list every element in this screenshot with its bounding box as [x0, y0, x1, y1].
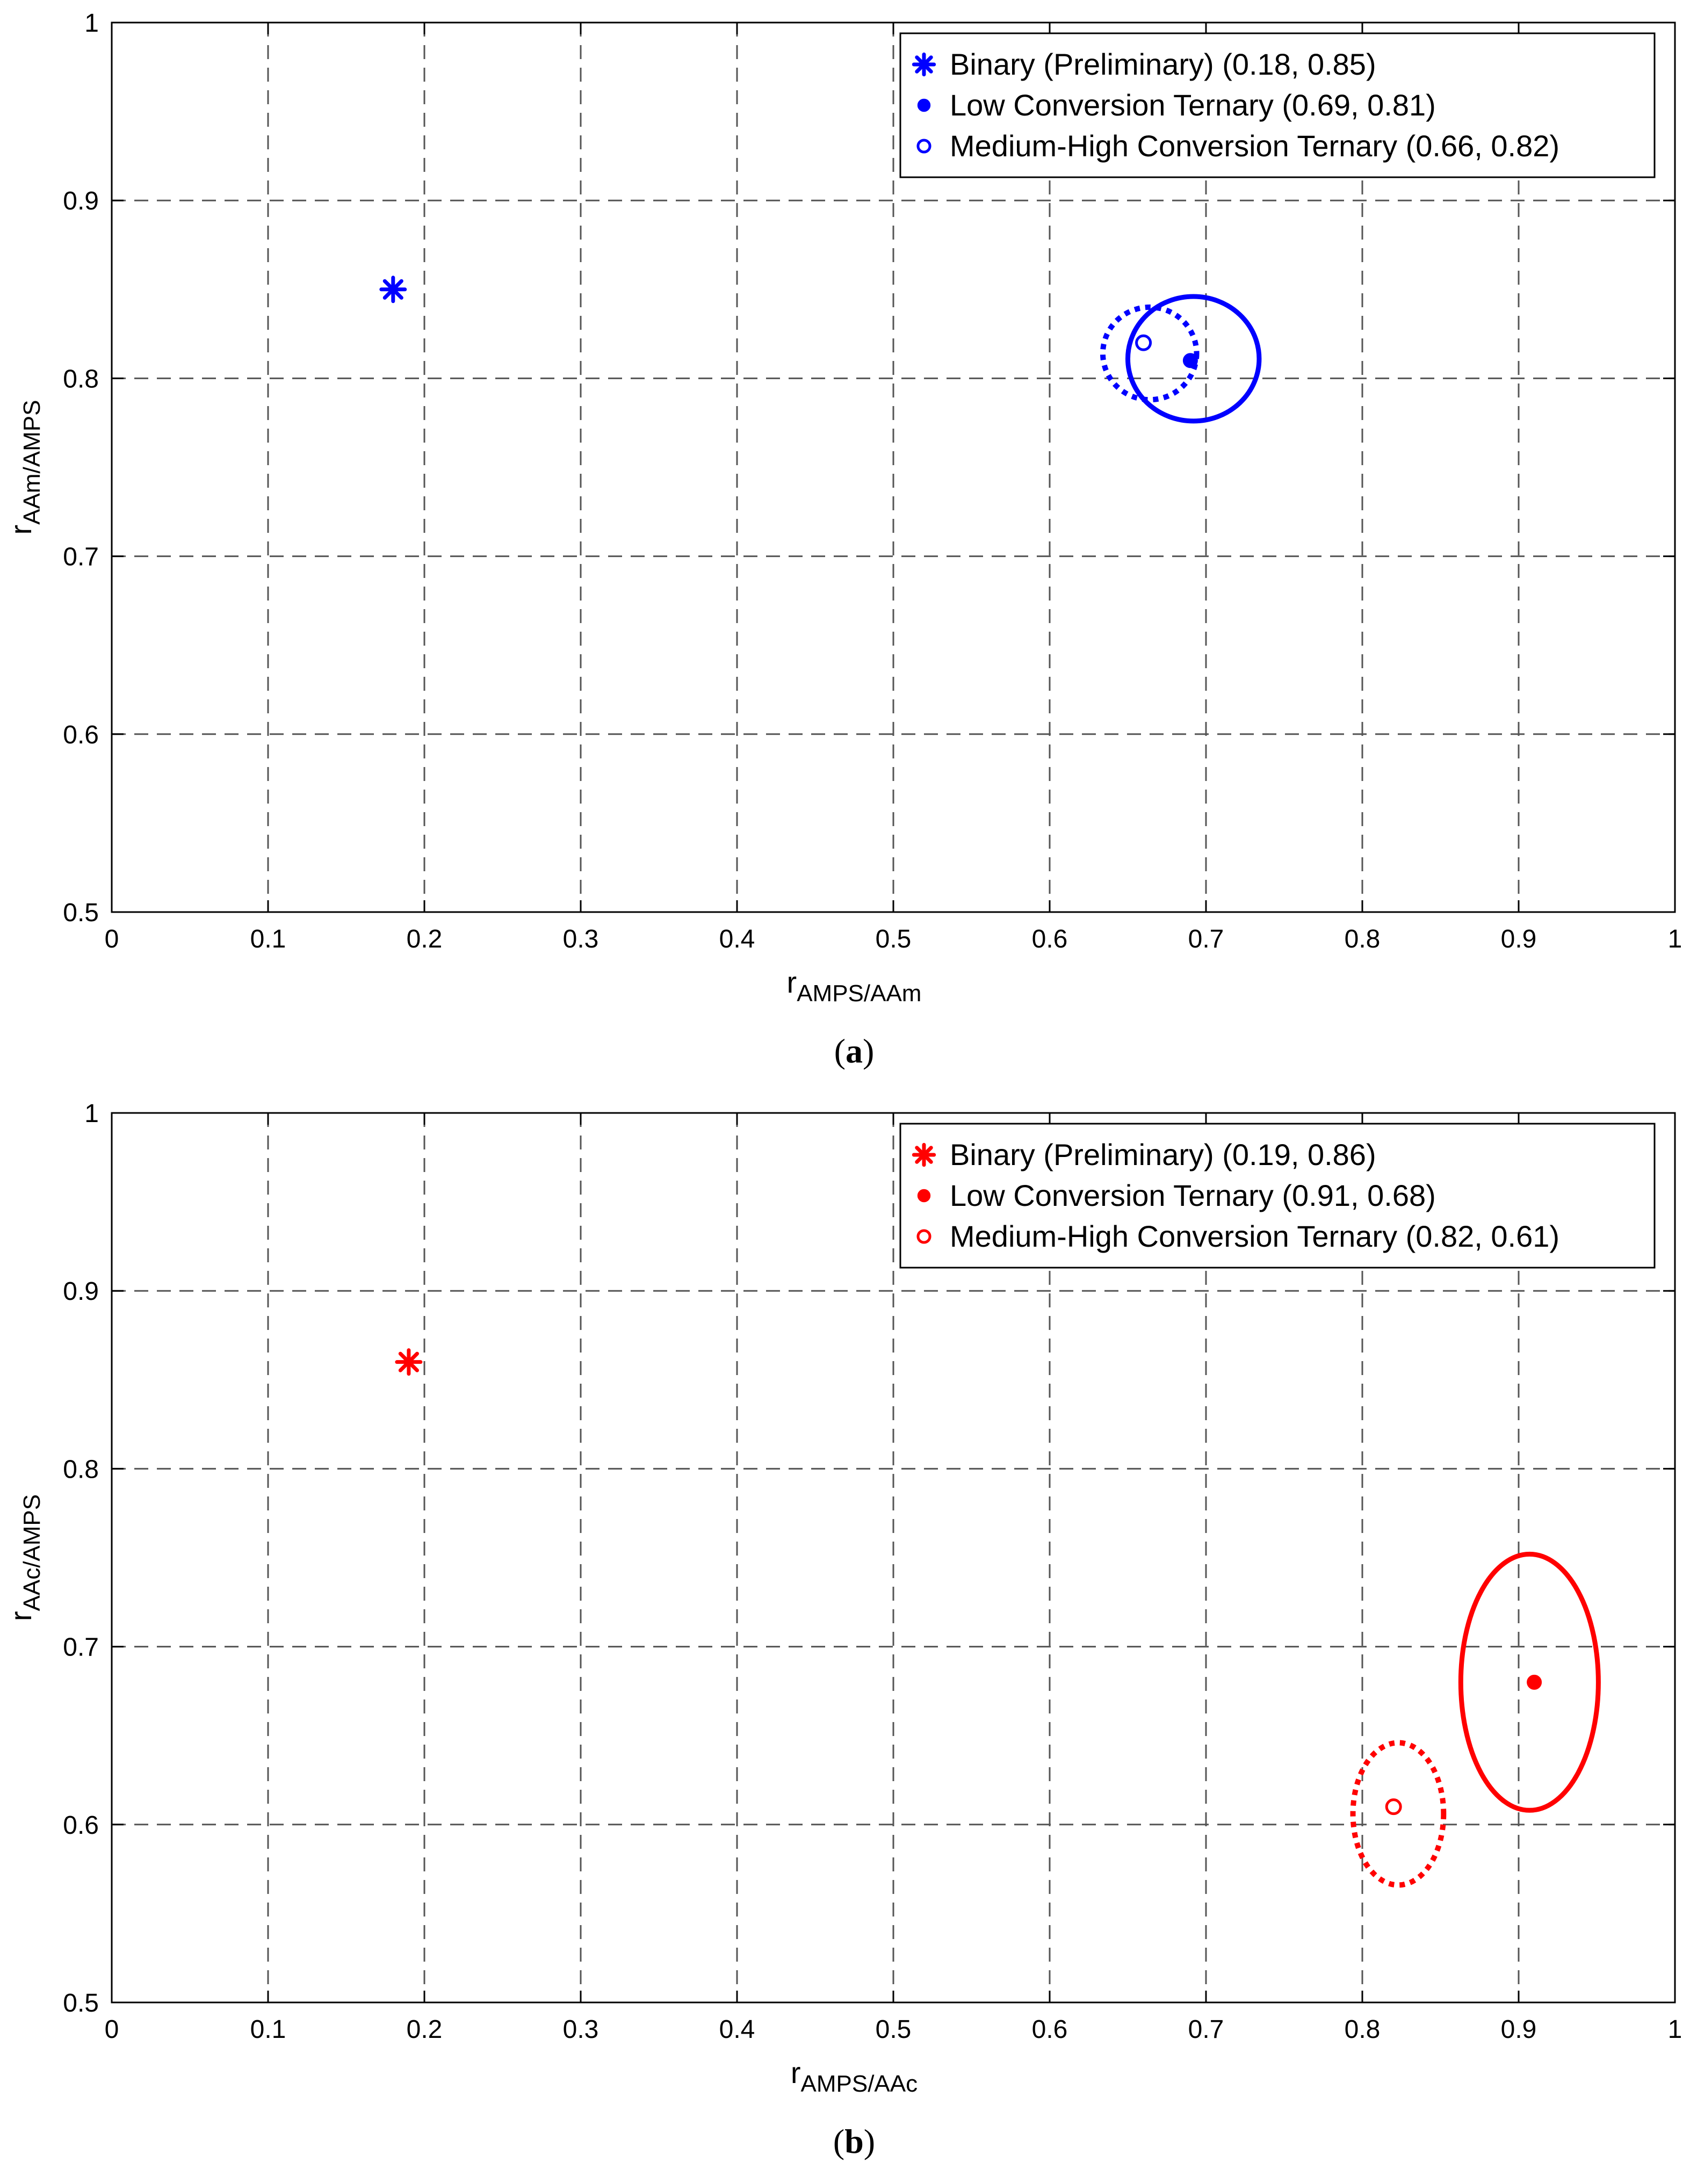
- y-axis-label-sub: AAc/AMPS: [19, 1494, 45, 1611]
- x-tick-label: 0.8: [1345, 2015, 1381, 2044]
- panel-label-letter: a: [846, 1032, 863, 1070]
- y-tick-label: 0.8: [63, 1455, 99, 1484]
- legend-marker-asterisk: [912, 1142, 936, 1167]
- legend-box: [899, 1123, 1656, 1269]
- confidence-regions: [1350, 1551, 1601, 1888]
- x-tick-label: 0.2: [407, 2015, 443, 2044]
- confidence-ellipse-low: [1125, 294, 1262, 424]
- data-point-filled-circle: [1527, 1674, 1542, 1690]
- legend-entry-label: Binary (Preliminary) (0.19, 0.86): [950, 1138, 1376, 1171]
- x-tick-label: 0.1: [250, 2015, 286, 2044]
- x-tick-label: 1: [1668, 925, 1682, 953]
- data-point-open-circle: [1135, 334, 1152, 351]
- y-tick-label: 0.8: [63, 365, 99, 393]
- legend-entry-label: Medium-High Conversion Ternary (0.66, 0.…: [950, 129, 1559, 163]
- legend-marker-filled-circle: [917, 98, 931, 112]
- x-axis-label-main: r: [791, 2056, 801, 2089]
- x-tick-label: 0.9: [1501, 2015, 1537, 2044]
- x-tick-label: 0.9: [1501, 925, 1537, 953]
- chart-b: 0 0.1 0.2 0.3 0.4 0.5 0.6 0.7 0.8 0.9 1 0.5 0.6 0.7 0.…: [4, 1100, 1682, 2160]
- x-tick-label: 0.7: [1188, 925, 1224, 953]
- panel-label-letter: b: [844, 2122, 864, 2160]
- x-tick-label: 0.8: [1345, 925, 1381, 953]
- panel-label-close: ): [863, 1032, 874, 1070]
- legend-entry-label: Low Conversion Ternary (0.91, 0.68): [950, 1178, 1436, 1212]
- data-point-open-circle: [1385, 1798, 1402, 1816]
- data-point-filled-circle: [1182, 353, 1198, 368]
- confidence-ellipse-medium-high: [1100, 304, 1200, 403]
- y-tick-label: 0.6: [63, 721, 99, 749]
- x-tick-label: 0.4: [719, 925, 755, 953]
- confidence-ellipse-medium-high: [1350, 1740, 1447, 1888]
- y-tick-label: 0.7: [63, 1633, 99, 1662]
- y-tick-label: 0.7: [63, 543, 99, 572]
- panel-label: (a): [834, 1032, 875, 1070]
- legend-box: [899, 32, 1656, 178]
- legend-entry-label: Medium-High Conversion Ternary (0.82, 0.…: [950, 1219, 1559, 1253]
- x-tick-label: 0: [105, 925, 119, 953]
- x-tick-label: 0.6: [1032, 925, 1068, 953]
- x-axis-label-sub: AMPS/AAc: [801, 2071, 918, 2097]
- panel-label-close: ): [864, 2122, 875, 2160]
- x-axis-label-main: r: [787, 965, 797, 999]
- confidence-regions: [1100, 294, 1262, 424]
- legend-marker-asterisk: [912, 52, 936, 77]
- x-tick-label: 0.4: [719, 2015, 755, 2044]
- y-tick-label: 1: [84, 9, 99, 38]
- x-axis-label: rAMPS/AAc: [791, 2056, 918, 2097]
- x-tick-label: 0.2: [407, 925, 443, 953]
- x-tick-label: 1: [1668, 2015, 1682, 2044]
- panel-label-open: (: [834, 1032, 846, 1070]
- x-tick-label: 0.3: [563, 925, 599, 953]
- y-tick-label: 0.9: [63, 187, 99, 215]
- x-tick-label: 0.6: [1032, 2015, 1068, 2044]
- legend-marker-open-circle: [916, 1229, 931, 1244]
- legend: Binary (Preliminary) (0.18, 0.85) Low Con…: [899, 32, 1656, 178]
- y-tick-label: 0.9: [63, 1277, 99, 1306]
- x-axis-label-sub: AMPS/AAm: [797, 980, 921, 1007]
- legend-marker-open-circle: [916, 139, 931, 154]
- y-axis-label-sub: AAm/AMPS: [19, 400, 45, 525]
- x-tick-label: 0.5: [876, 925, 912, 953]
- y-tick-label: 0.5: [63, 1989, 99, 2017]
- data-points: [379, 276, 1198, 368]
- panel-label-open: (: [833, 2122, 844, 2160]
- y-tick-label: 0.6: [63, 1811, 99, 1840]
- confidence-ellipse-low: [1458, 1551, 1601, 1813]
- y-tick-label: 0.5: [63, 899, 99, 927]
- chart-a: 0 0.1 0.2 0.3 0.4 0.5 0.6 0.7 0.8 0.9 1 0.5 0.6 0.7 0.…: [4, 9, 1682, 1070]
- x-axis-label: rAMPS/AAm: [787, 965, 922, 1007]
- legend-entry-label: Low Conversion Ternary (0.69, 0.81): [950, 88, 1436, 122]
- panel-label: (b): [833, 2122, 875, 2160]
- data-point-asterisk: [379, 276, 407, 303]
- x-tick-label: 0.1: [250, 925, 286, 953]
- legend: Binary (Preliminary) (0.19, 0.86) Low Con…: [899, 1123, 1656, 1269]
- x-tick-label: 0.5: [876, 2015, 912, 2044]
- y-axis-label-main: r: [4, 525, 38, 535]
- x-tick-label: 0: [105, 2015, 119, 2044]
- y-tick-label: 1: [84, 1100, 99, 1128]
- data-points: [395, 1348, 1542, 1816]
- legend-entry-label: Binary (Preliminary) (0.18, 0.85): [950, 47, 1376, 81]
- x-tick-label: 0.7: [1188, 2015, 1224, 2044]
- x-tick-label: 0.3: [563, 2015, 599, 2044]
- data-point-asterisk: [395, 1348, 423, 1376]
- y-axis-label: rAAc/AMPS: [4, 1494, 45, 1621]
- legend-marker-filled-circle: [917, 1189, 931, 1203]
- y-axis-label-main: r: [4, 1611, 38, 1621]
- y-axis-label: rAAm/AMPS: [4, 400, 45, 535]
